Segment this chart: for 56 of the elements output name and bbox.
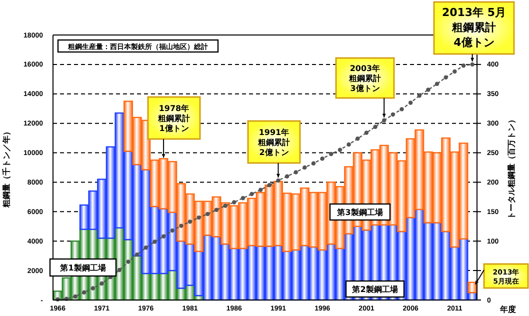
point — [400, 107, 404, 112]
series-label: 第3製鋼工場 — [336, 208, 383, 217]
annotation: 2003年粗鋼累計3億トン — [348, 64, 381, 93]
point — [188, 220, 192, 224]
series-label: 第2製鋼工場 — [351, 285, 398, 294]
point — [152, 240, 157, 244]
point — [294, 170, 298, 174]
point — [117, 268, 122, 272]
point — [170, 228, 174, 233]
point — [250, 192, 254, 196]
point — [82, 290, 86, 294]
point — [373, 124, 378, 129]
point — [382, 118, 386, 122]
point — [73, 294, 78, 299]
point — [434, 82, 440, 86]
point — [426, 88, 430, 92]
bar — [468, 282, 478, 294]
point — [179, 224, 184, 228]
point — [302, 165, 307, 170]
point — [126, 260, 130, 264]
point — [206, 212, 210, 216]
point — [444, 75, 448, 80]
point — [452, 69, 457, 74]
point — [134, 252, 140, 257]
point — [144, 245, 148, 250]
point — [311, 161, 316, 166]
y-axis-title: 粗鋼量（千トン／年） — [2, 128, 11, 208]
point — [276, 178, 280, 183]
x-axis-title: 年度 — [499, 304, 516, 314]
point — [196, 215, 201, 220]
point — [320, 156, 324, 161]
point — [356, 136, 360, 141]
point — [408, 100, 413, 105]
point — [338, 148, 342, 152]
point — [417, 94, 422, 98]
point — [223, 204, 228, 208]
point — [161, 234, 166, 239]
point — [329, 152, 334, 156]
point — [346, 142, 351, 147]
point — [284, 174, 290, 178]
point — [390, 112, 396, 117]
annotation: 2013年 5月粗鋼累計4億トン — [442, 6, 506, 49]
point — [258, 188, 263, 192]
series-label: 第1製鋼工場 — [59, 264, 106, 272]
point — [470, 62, 474, 67]
point — [267, 183, 272, 188]
point — [232, 200, 236, 204]
point — [364, 130, 369, 135]
point — [240, 196, 246, 200]
annotation: 1978年粗鋼累計1億トン — [157, 104, 190, 133]
point — [214, 208, 219, 212]
point — [90, 286, 96, 290]
annotation: 1991年粗鋼累計2億トン — [257, 128, 290, 157]
point — [461, 64, 466, 68]
point — [100, 281, 104, 286]
y2-axis-title: トータル粗鋼量（百万トン） — [507, 116, 516, 220]
